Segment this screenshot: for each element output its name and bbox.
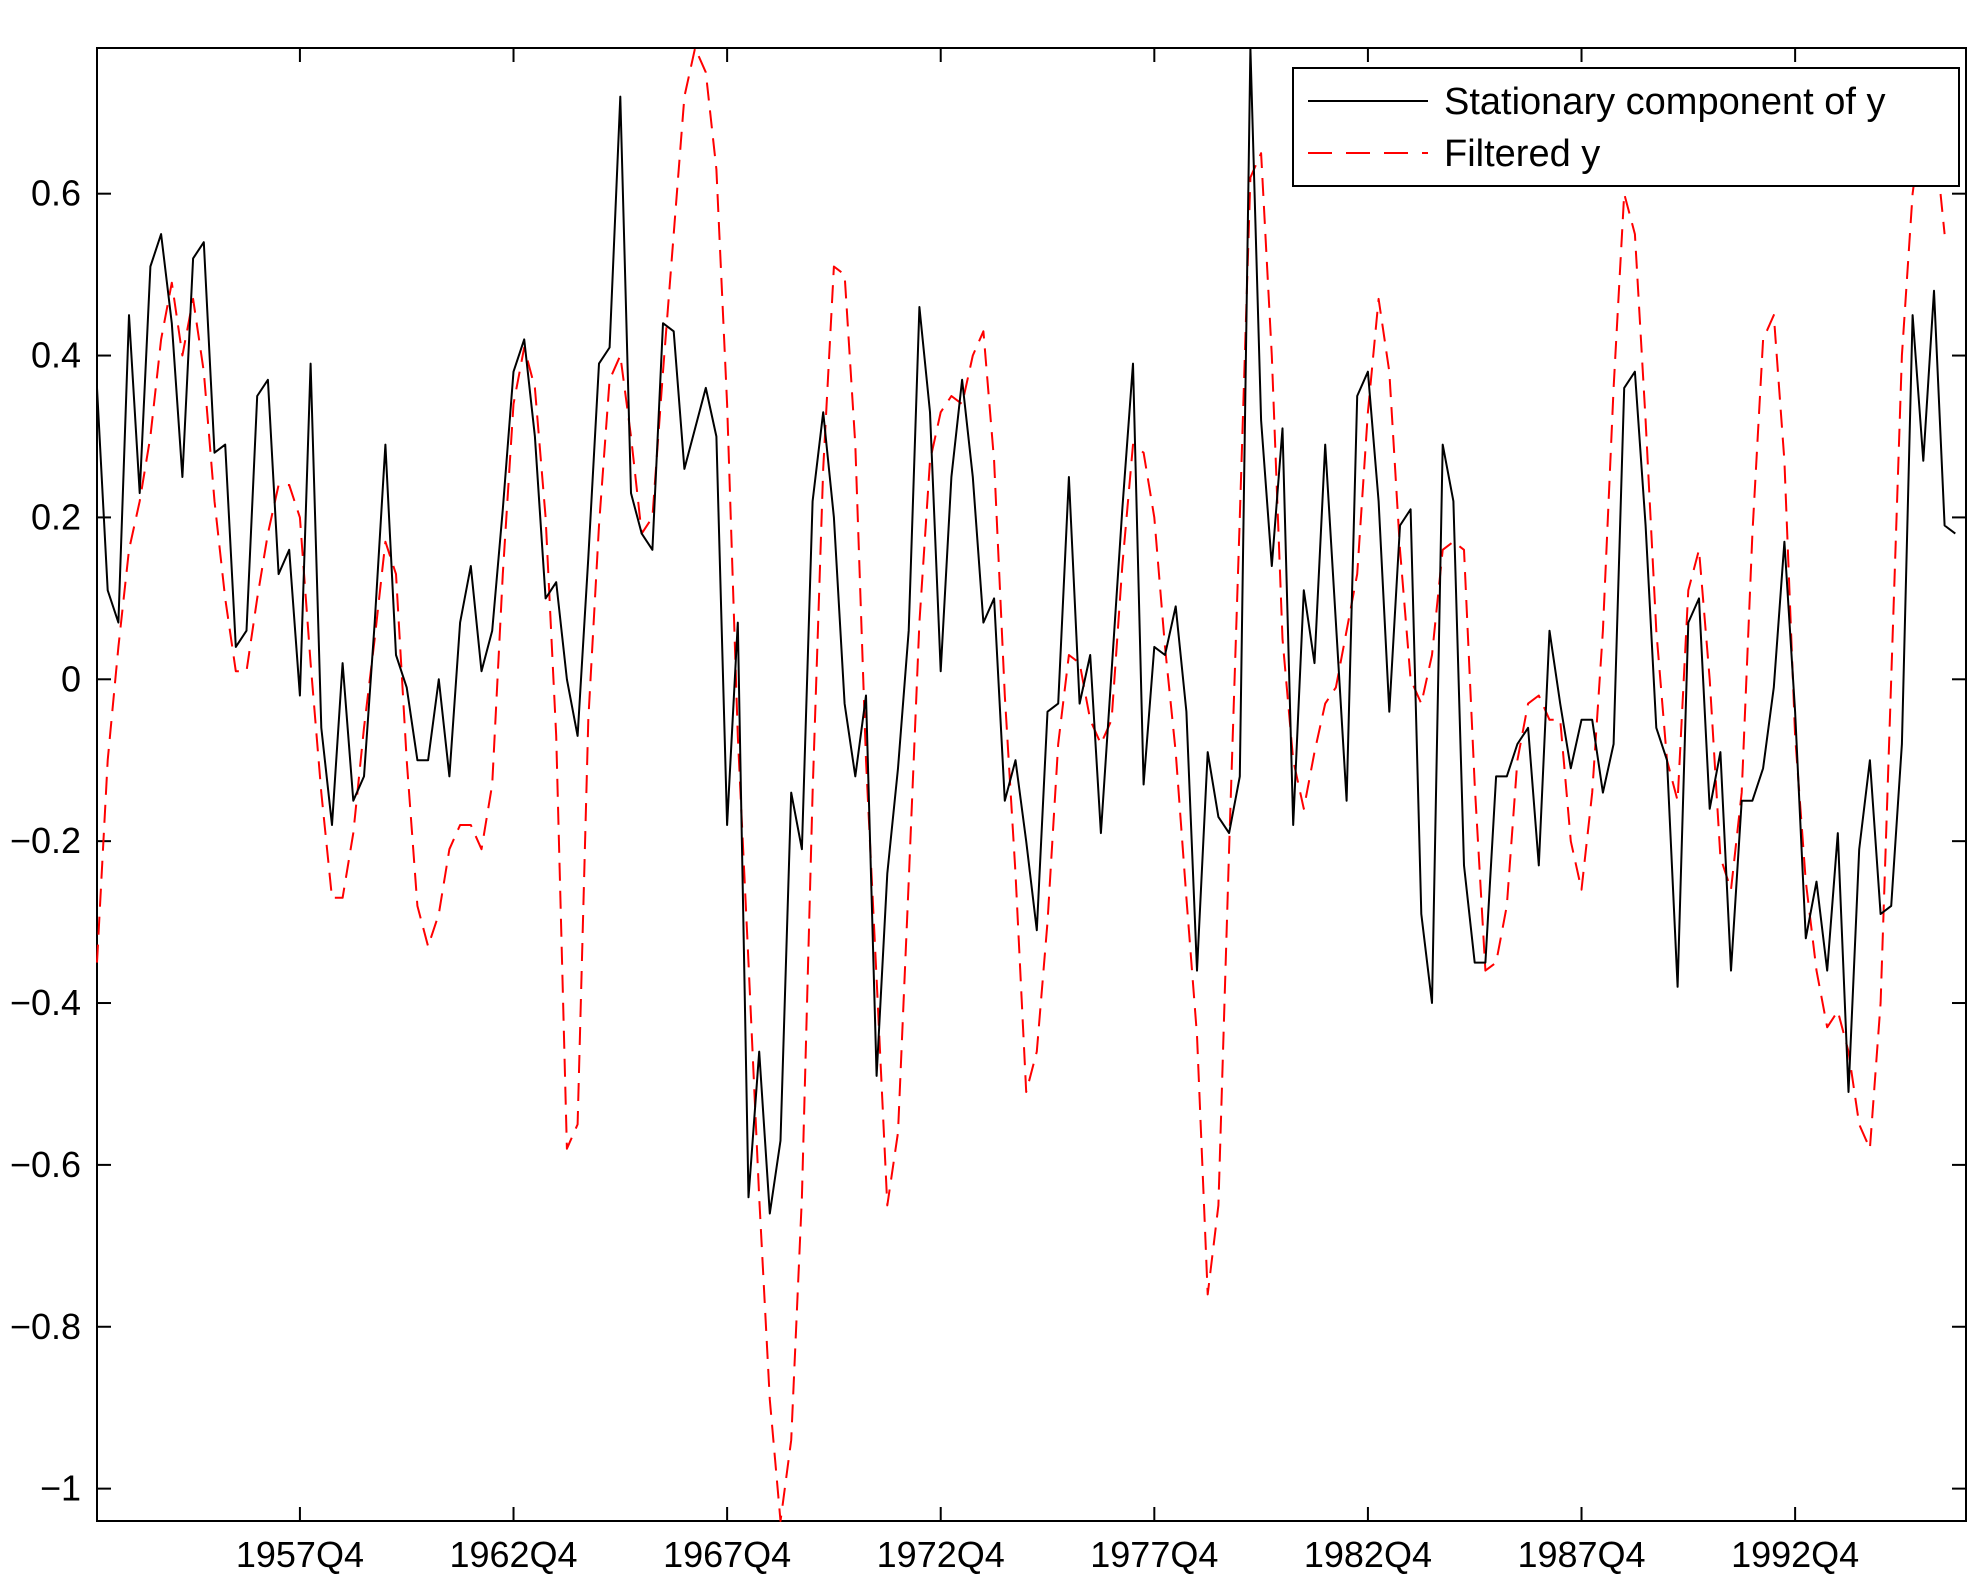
axis-ticks: 0.6 0.4 0.2 0 −0.2 −0.4 −0.6 −0.8 −1 1957Q4 1962Q4… [10, 48, 1966, 1575]
y-tick-label: 0.2 [31, 496, 81, 537]
x-tick-label: 1987Q4 [1517, 1534, 1645, 1575]
series-line-filtered [96, 47, 1946, 1522]
y-tick-label: −0.6 [10, 1144, 81, 1185]
series-line-stationary [96, 47, 1956, 1215]
legend: Stationary component of y Filtered y [1292, 67, 1960, 187]
y-tick-label: −0.2 [10, 820, 81, 861]
x-tick-label: 1962Q4 [449, 1534, 577, 1575]
legend-label-filtered: Filtered y [1444, 133, 1600, 175]
x-tick-label: 1982Q4 [1304, 1534, 1432, 1575]
x-tick-label: 1972Q4 [877, 1534, 1005, 1575]
y-tick-label: −0.8 [10, 1306, 81, 1347]
x-tick-label: 1967Q4 [663, 1534, 791, 1575]
y-tick-label: 0 [61, 658, 81, 699]
x-tick-label: 1977Q4 [1090, 1534, 1218, 1575]
legend-label-stationary: Stationary component of y [1444, 81, 1885, 123]
x-tick-label: 1957Q4 [236, 1534, 364, 1575]
plot-area [96, 47, 1967, 1522]
y-tick-label: −1 [40, 1468, 81, 1509]
series-layer [96, 47, 1956, 1522]
x-tick-label: 1992Q4 [1731, 1534, 1859, 1575]
y-tick-label: 0.6 [31, 173, 81, 214]
legend-box [1292, 67, 1960, 187]
y-tick-label: −0.4 [10, 982, 81, 1023]
y-tick-label: 0.4 [31, 335, 81, 376]
